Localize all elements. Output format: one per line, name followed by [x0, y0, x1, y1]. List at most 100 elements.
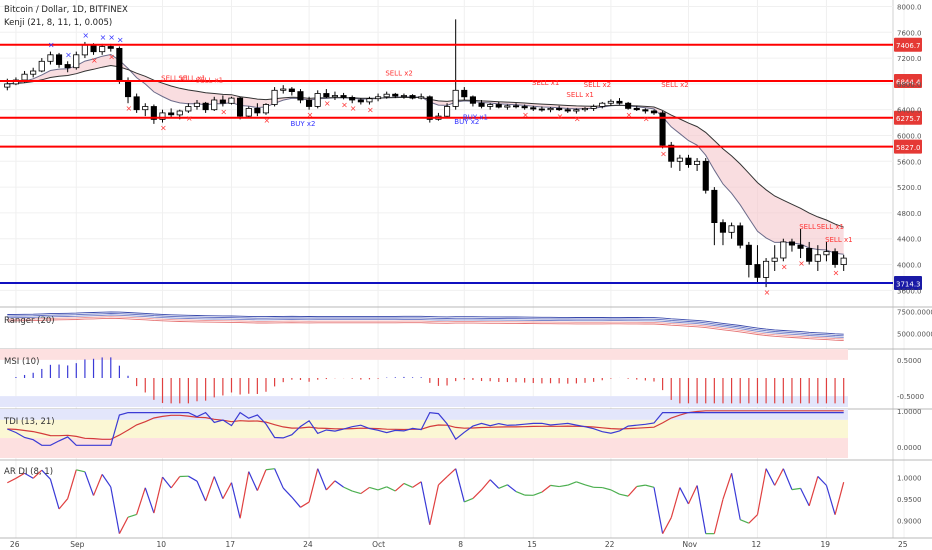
- candle: [478, 100, 485, 109]
- candle: [840, 254, 847, 271]
- candle-body: [487, 104, 494, 107]
- candle-body: [625, 102, 632, 109]
- time-tick-label: 10: [157, 540, 167, 549]
- buy-x-marker: ×: [117, 35, 124, 44]
- candle-body: [616, 100, 623, 104]
- candle: [711, 187, 718, 246]
- sell-x-marker: ×: [781, 262, 788, 271]
- time-axis: 26Sep101724Oct81522Nov121925Dec: [0, 537, 932, 549]
- ardi-segment: [248, 471, 258, 491]
- ardi-segment: [67, 469, 77, 499]
- candle-body: [331, 95, 338, 98]
- sell-x-marker: ×: [557, 112, 564, 121]
- candle-body: [4, 83, 11, 88]
- level-price-text: 6844.4: [896, 79, 921, 87]
- ranger-line: [7, 316, 844, 340]
- candle-body: [685, 157, 692, 166]
- sell-x-marker: ×: [660, 149, 667, 158]
- candle: [556, 105, 563, 111]
- candles[interactable]: [4, 19, 847, 288]
- ardi-segment: [274, 468, 284, 489]
- ardi-segment: [670, 487, 681, 518]
- indicator-title: Kenji (21, 8, 11, 1, 0.005): [4, 18, 112, 28]
- ardi-segment: [101, 474, 112, 488]
- candle-body: [56, 54, 63, 65]
- candle: [685, 154, 692, 168]
- ardi-segment: [636, 484, 646, 488]
- price-tick-label: 3600.0: [897, 287, 922, 295]
- candle-body: [236, 97, 244, 117]
- ardi-segment: [170, 476, 181, 489]
- ardi-segment: [679, 487, 690, 505]
- time-tick-label: 17: [225, 540, 235, 549]
- ardi-segment: [205, 476, 215, 502]
- ardi-segment: [118, 516, 129, 534]
- candle-body: [150, 106, 157, 120]
- candle-body: [47, 54, 54, 62]
- ardi-segment: [144, 487, 155, 514]
- candle: [495, 101, 502, 109]
- candle: [30, 67, 37, 78]
- candle-body: [754, 264, 761, 278]
- candle-body: [107, 46, 114, 49]
- price-tick-label: 5600.0: [897, 158, 922, 166]
- ardi-segment: [76, 469, 86, 473]
- candle-body: [142, 106, 149, 111]
- level-price-tag: [894, 110, 922, 125]
- ardi-segment: [308, 468, 319, 503]
- candle-body: [694, 160, 701, 165]
- time-tick-label: Oct: [372, 540, 385, 549]
- ardi-panel-label: AR DI (8, 1): [4, 467, 53, 477]
- ranger-line: [7, 311, 844, 335]
- signal-label: SELL x2: [584, 81, 612, 89]
- candle: [56, 52, 63, 68]
- candle: [676, 154, 683, 171]
- ardi-segment: [834, 482, 845, 515]
- candle: [228, 96, 235, 105]
- candle: [400, 93, 407, 99]
- ardi-segment: [627, 486, 638, 497]
- buy-x-marker: ×: [65, 50, 72, 59]
- candle: [504, 104, 511, 110]
- ardi-segment: [7, 477, 17, 484]
- ardi-segment: [360, 486, 370, 495]
- ranger-line: [7, 313, 844, 337]
- buy-x-marker: ×: [100, 33, 107, 42]
- ardi-segment: [196, 480, 207, 502]
- candle: [193, 100, 201, 110]
- sell-x-marker: ×: [350, 104, 357, 113]
- candle: [392, 92, 399, 99]
- ardi-segment: [41, 469, 51, 480]
- candle: [581, 107, 588, 112]
- ardi-segment: [619, 493, 629, 497]
- candle-body: [193, 102, 201, 107]
- candle: [133, 93, 140, 113]
- ardi-segment: [386, 486, 396, 492]
- candle: [357, 98, 364, 105]
- tdi-line-red: [7, 410, 844, 440]
- candle-body: [314, 93, 321, 107]
- ardi-segment: [300, 501, 310, 508]
- candle: [323, 89, 330, 99]
- candle-body: [443, 106, 451, 117]
- candle: [418, 93, 425, 100]
- candle-body: [668, 144, 675, 162]
- panel-tick-label: 5000.0000: [897, 331, 932, 339]
- candle-body: [650, 110, 657, 114]
- candle-body: [288, 88, 295, 92]
- ardi-segment: [472, 489, 482, 499]
- candle-body: [125, 80, 132, 98]
- panel-tick-label: 0.5000: [897, 357, 922, 365]
- ardi-segment: [429, 484, 440, 525]
- candle: [297, 89, 304, 104]
- candle-body: [478, 102, 485, 107]
- ardi-segment: [377, 486, 387, 491]
- candle: [599, 101, 606, 109]
- ardi-segment: [489, 479, 500, 489]
- ardi-segment: [696, 485, 707, 534]
- candle-body: [383, 93, 390, 98]
- sell-x-marker: ×: [324, 99, 331, 108]
- ardi-segment: [731, 473, 741, 520]
- candle: [254, 103, 261, 117]
